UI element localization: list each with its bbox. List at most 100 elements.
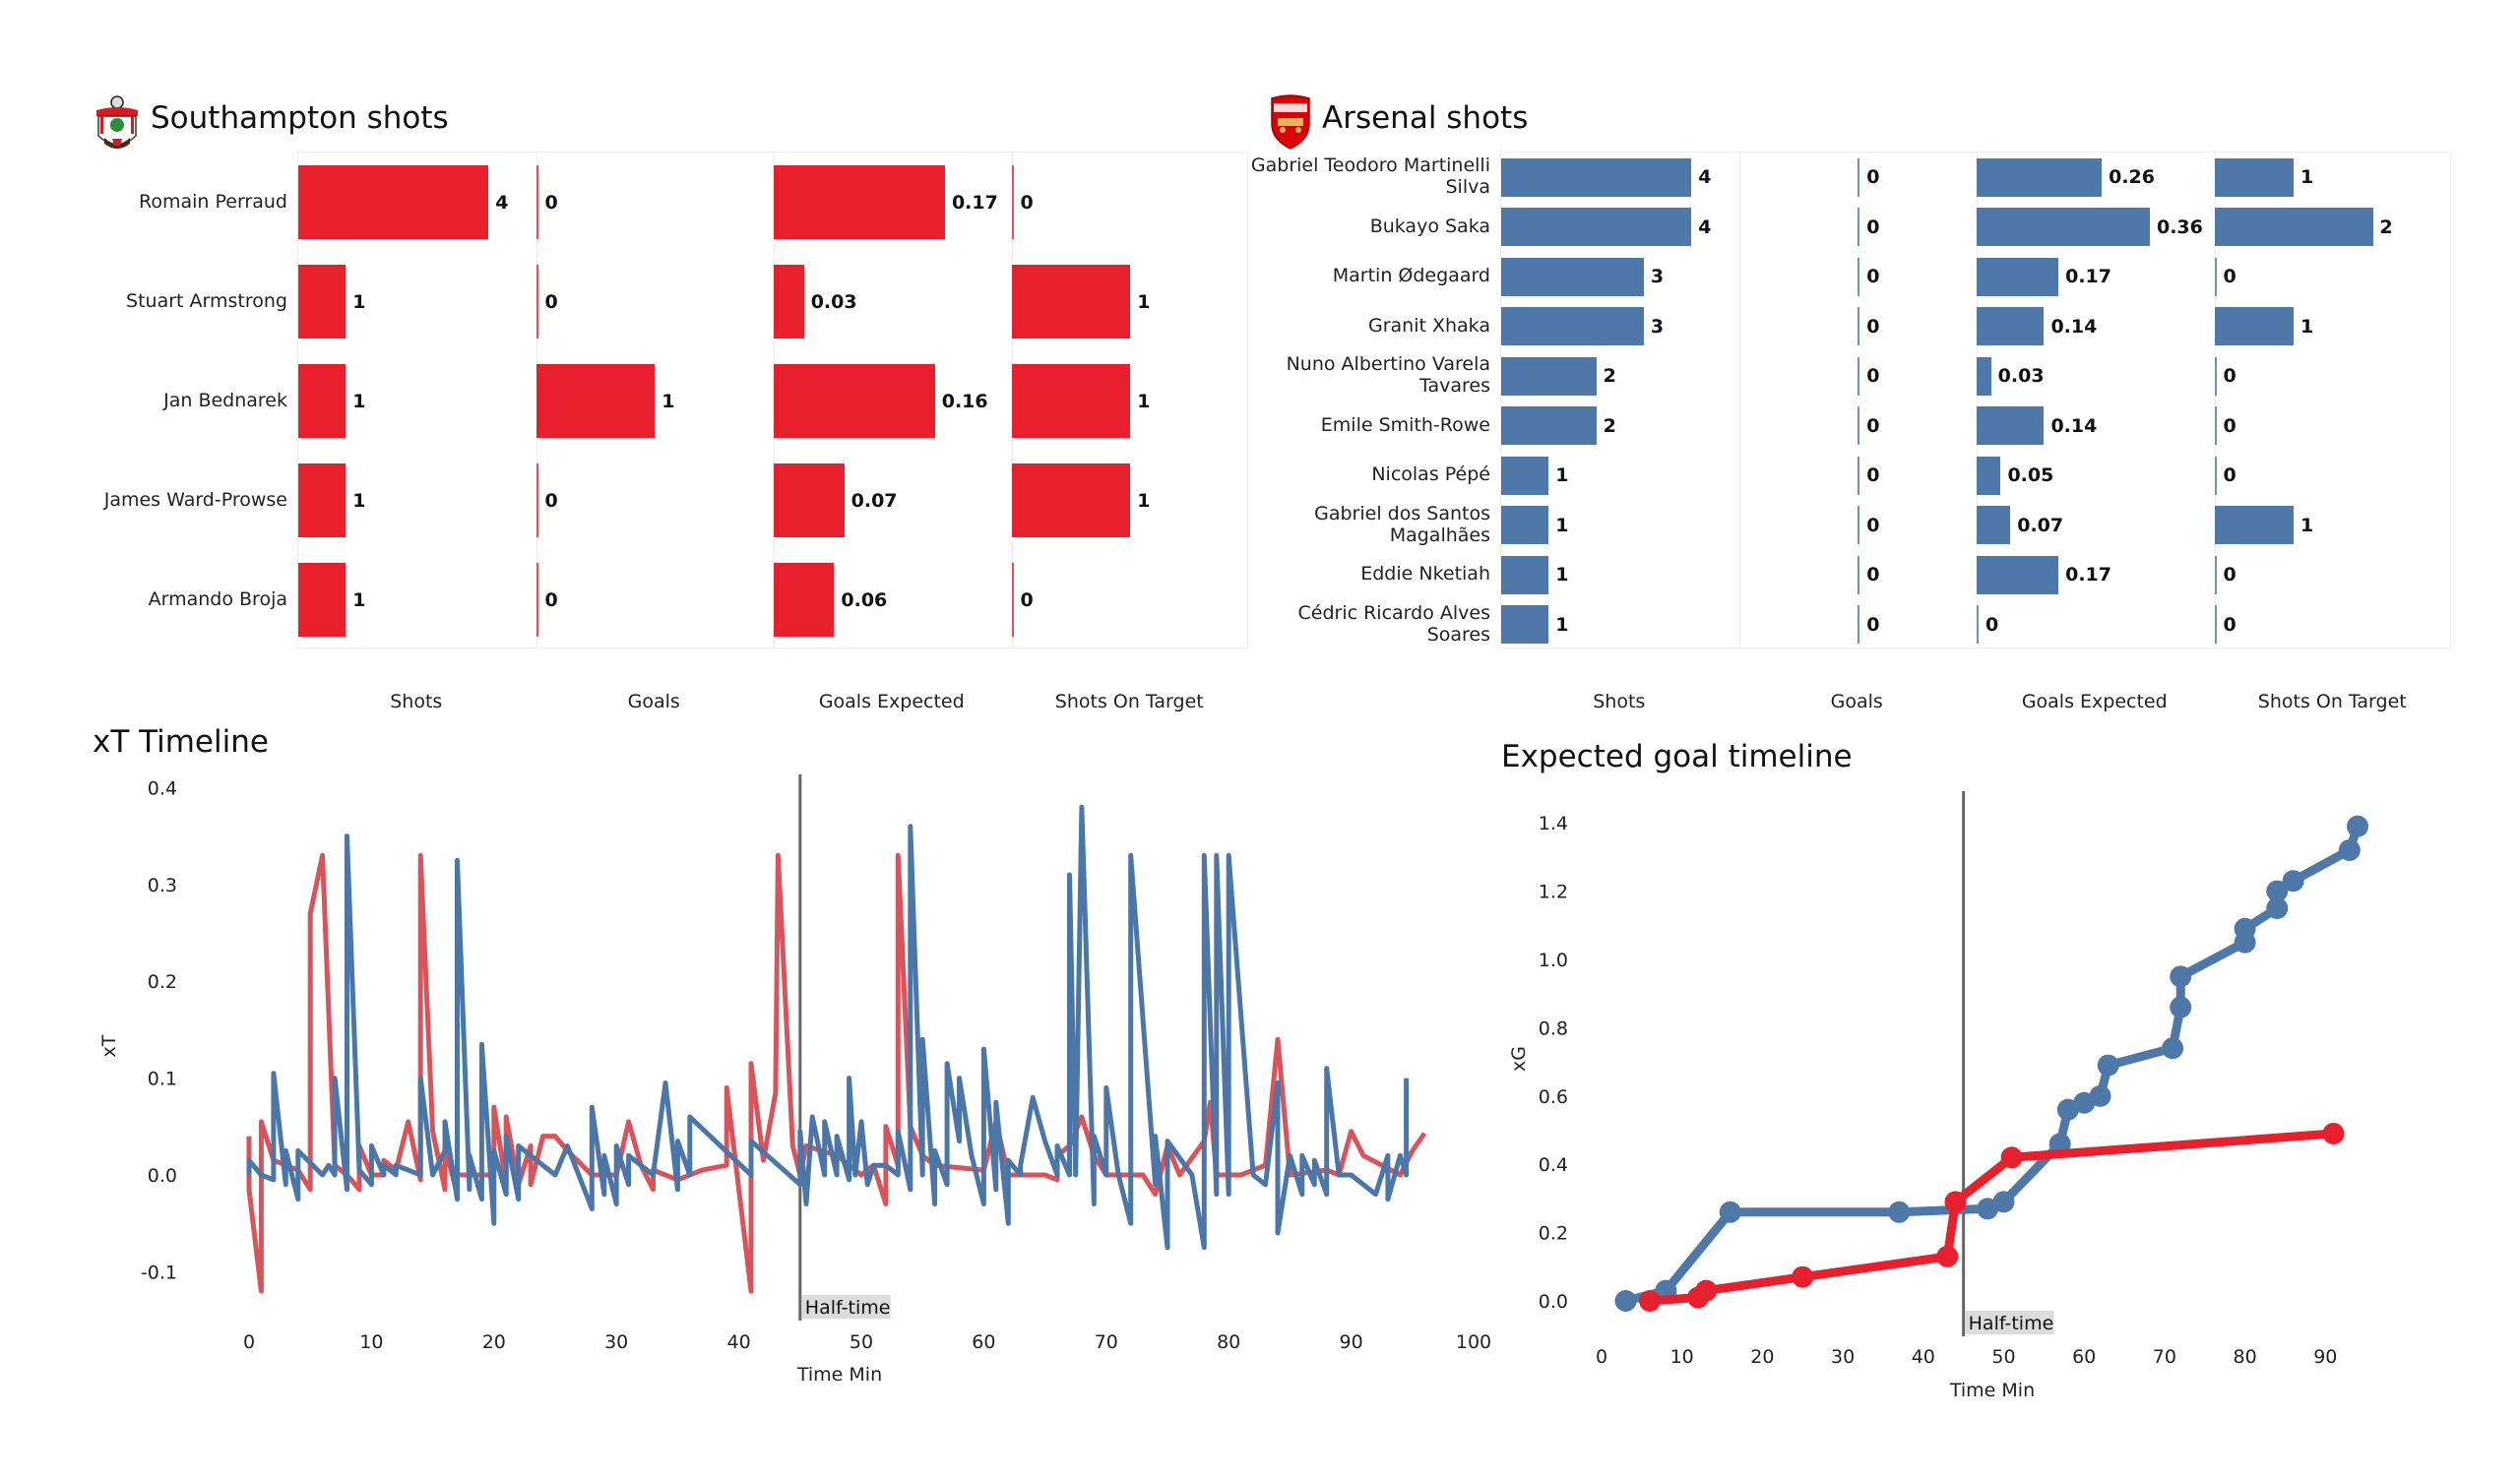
bar-value-label: 1 bbox=[2300, 166, 2314, 189]
bar-value-label: 1 bbox=[2300, 514, 2314, 536]
bar-goals bbox=[1858, 208, 1860, 247]
bar-value-label: 0 bbox=[1866, 464, 1880, 487]
bar-value-label: 0.16 bbox=[941, 390, 988, 412]
bar-shots-on-target bbox=[2214, 506, 2294, 545]
bar-value-label: 0.07 bbox=[850, 489, 898, 512]
bar-value-label: 4 bbox=[1698, 166, 1712, 189]
bar-value-label: 0 bbox=[1866, 216, 1880, 238]
bar-goals-expected bbox=[1977, 356, 1991, 396]
x-tick-label: 90 bbox=[1340, 1331, 1363, 1353]
column-divider bbox=[1738, 153, 1740, 648]
bar-value-label: 0 bbox=[544, 290, 558, 313]
bar-goals-expected bbox=[1977, 406, 2045, 446]
x-tick-label: 40 bbox=[727, 1331, 751, 1353]
bar-goals-expected bbox=[1977, 605, 1979, 645]
bar-value-label: 0.17 bbox=[951, 191, 998, 214]
x-tick-label: 80 bbox=[1217, 1331, 1240, 1353]
bar-goals bbox=[536, 265, 538, 339]
player-name: Bukayo Saka bbox=[1369, 215, 1490, 237]
bar-shots-on-target bbox=[2214, 605, 2217, 645]
player-name: Eddie Nketiah bbox=[1360, 563, 1490, 586]
bar-goals-expected bbox=[774, 364, 935, 438]
bar-goals bbox=[1858, 307, 1860, 346]
bar-value-label: 0.17 bbox=[2065, 266, 2111, 288]
column-label: Goals bbox=[1830, 691, 1883, 712]
bar-goals bbox=[1858, 456, 1860, 495]
bar-value-label: 0.14 bbox=[2050, 414, 2098, 437]
bar-shots-on-target bbox=[2214, 208, 2373, 247]
southampton-series-line bbox=[246, 852, 1427, 1294]
bar-shots-on-target bbox=[1011, 265, 1131, 339]
player-name: Armando Broja bbox=[148, 587, 287, 610]
southampton-shots-panel: 4 0 0.17 0 1 0 0.03 1 1 1 0.16 1 1 0 0.07 1 1 0 0.06 0 bbox=[297, 152, 1248, 648]
bar-goals-expected bbox=[774, 265, 804, 339]
bar-shots bbox=[298, 165, 489, 239]
player-name: James Ward-Prowse bbox=[103, 488, 287, 511]
bar-value-label: 0.14 bbox=[2050, 315, 2098, 338]
bar-goals bbox=[1858, 257, 1860, 296]
y-tick-label: 0.4 bbox=[148, 777, 177, 799]
bar-goals-expected bbox=[1977, 307, 2045, 346]
column-label: Shots bbox=[1593, 691, 1646, 712]
bar-value-label: 0 bbox=[1866, 514, 1880, 536]
bar-shots-on-target bbox=[1011, 463, 1131, 537]
bar-value-label: 1 bbox=[1137, 290, 1151, 313]
arsenal-shots-panel: 4 0 0.26 1 4 0 0.36 2 3 0 0.17 0 3 0 0.14 1 2 0 0.03 0 2 0 0.1… bbox=[1500, 152, 2451, 648]
player-name: Stuart Armstrong bbox=[126, 289, 287, 312]
bar-shots-on-target bbox=[2214, 456, 2217, 495]
bar-shots bbox=[298, 563, 346, 637]
bar-goals bbox=[536, 463, 538, 537]
bar-shots bbox=[1501, 406, 1597, 446]
bar-value-label: 4 bbox=[1698, 216, 1712, 238]
bar-goals-expected bbox=[1977, 555, 2059, 594]
bar-shots-on-target bbox=[2214, 257, 2217, 296]
bar-value-label: 0 bbox=[544, 588, 558, 611]
bar-value-label: 0 bbox=[1866, 315, 1880, 338]
player-name: Romain Perraud bbox=[139, 190, 287, 213]
xg-timeline-title: Expected goal timeline bbox=[1501, 739, 1853, 774]
bar-shots bbox=[1501, 605, 1549, 645]
bar-value-label: 0 bbox=[1866, 166, 1880, 189]
player-name: Granit Xhaka bbox=[1367, 314, 1490, 337]
xt-timeline-title: xT Timeline bbox=[93, 724, 269, 760]
y-tick-label: 0.0 bbox=[148, 1165, 177, 1187]
southampton-shots-title: Southampton shots bbox=[151, 100, 449, 136]
arsenal-shots-title: Arsenal shots bbox=[1322, 100, 1529, 136]
bar-goals bbox=[1858, 555, 1860, 594]
bar-value-label: 0 bbox=[2223, 266, 2236, 288]
bar-goals bbox=[1858, 157, 1860, 197]
halftime-label-box bbox=[801, 1295, 891, 1319]
bar-shots-on-target bbox=[2214, 307, 2294, 346]
bar-value-label: 1 bbox=[1555, 564, 1569, 586]
y-tick-label: 0.2 bbox=[148, 971, 177, 993]
y-axis-label: xT bbox=[98, 1034, 120, 1057]
column-label: Goals Expected bbox=[2021, 691, 2168, 712]
x-tick-label: 10 bbox=[359, 1331, 383, 1353]
x-tick-label: 30 bbox=[604, 1331, 628, 1353]
bar-shots bbox=[1501, 157, 1692, 197]
bar-goals-expected bbox=[1977, 506, 2011, 545]
bar-value-label: 0 bbox=[1866, 365, 1880, 388]
bar-value-label: 2 bbox=[1603, 414, 1616, 437]
bar-value-label: 0 bbox=[1866, 613, 1880, 636]
bar-goals-expected bbox=[774, 463, 845, 537]
bar-value-label: 0.03 bbox=[810, 290, 857, 313]
column-divider bbox=[1977, 153, 1978, 648]
bar-value-label: 0 bbox=[2223, 464, 2236, 487]
bar-goals-expected bbox=[1977, 257, 2059, 296]
player-name: Nuno Albertino Varela Tavares bbox=[1286, 353, 1490, 398]
bar-shots-on-target bbox=[2214, 356, 2217, 396]
y-tick-label: 0.1 bbox=[148, 1069, 177, 1090]
bar-value-label: 1 bbox=[352, 588, 366, 611]
bar-shots-on-target bbox=[1011, 165, 1014, 239]
bar-value-label: 4 bbox=[495, 191, 509, 214]
bar-goals bbox=[1858, 406, 1860, 446]
bar-shots bbox=[298, 463, 346, 537]
player-name: Gabriel Teodoro Martinelli Silva bbox=[1250, 154, 1490, 199]
bar-shots-on-target bbox=[2214, 555, 2217, 594]
bar-goals-expected bbox=[1977, 208, 2150, 247]
bar-goals-expected bbox=[774, 563, 835, 637]
bar-value-label: 0.36 bbox=[2156, 216, 2203, 238]
bar-shots-on-target bbox=[1011, 563, 1014, 637]
